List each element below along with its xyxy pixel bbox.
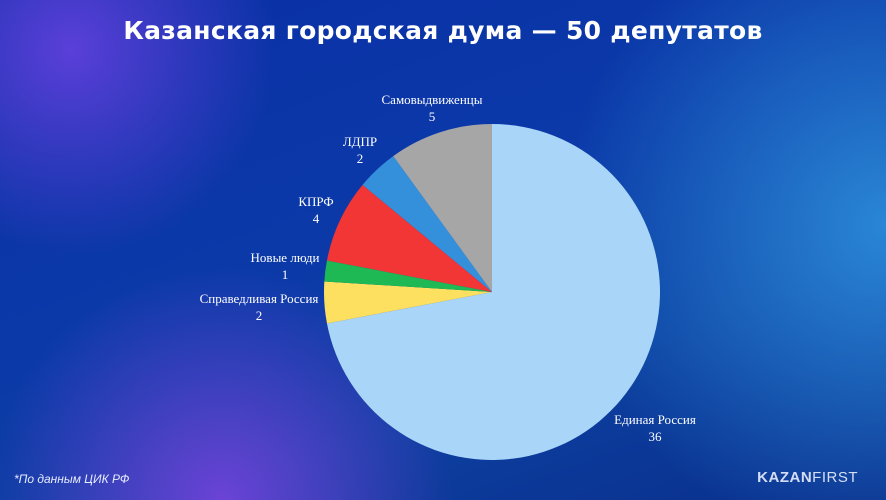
slice-label: КПРФ [298,194,333,209]
source-footnote: *По данным ЦИК РФ [14,472,130,486]
logo-part-2: FIRST [812,469,858,486]
pie-slice [393,124,492,292]
slice-value-label: 36 [649,429,663,444]
slice-value-label: 5 [429,109,436,124]
slice-value-label: 2 [256,308,263,323]
slice-label: Новые люди [251,250,320,265]
pie-slice [362,156,492,292]
slice-value-label: 4 [313,211,320,226]
slice-value-label: 1 [282,267,289,282]
pie-slice [326,184,492,292]
slice-label: Самовыдвиженцы [382,92,483,107]
slice-value-label: 2 [357,151,364,166]
pie-labels: Единая Россия 36 Справедливая Россия 2 Новые… [200,92,696,444]
logo-part-1: KAZAN [757,469,813,486]
slice-label: Единая Россия [614,412,696,427]
pie-slice [324,260,492,292]
slice-label: ЛДПР [343,134,377,149]
kazanfirst-logo: KAZANFIRST [757,469,858,486]
pie-slice [324,281,492,324]
pie-slice [326,124,660,461]
chart-title: Казанская городская дума — 50 депутатов [123,16,763,45]
pie-slices [324,124,660,461]
slice-label: Справедливая Россия [200,291,319,306]
